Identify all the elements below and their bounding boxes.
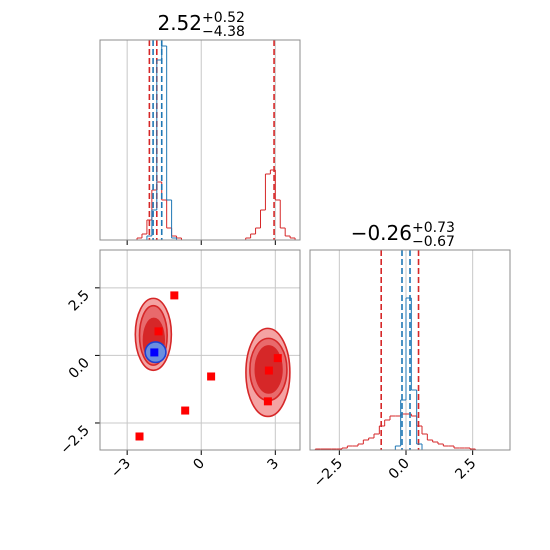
panel-title: −0.26 +0.73−0.67 bbox=[351, 220, 455, 250]
marker bbox=[181, 406, 190, 415]
y-tick-label: 2.5 bbox=[66, 287, 93, 314]
marker bbox=[150, 348, 159, 357]
marker bbox=[264, 366, 273, 375]
marker bbox=[207, 372, 216, 381]
title-lower-error: −0.67 bbox=[412, 234, 455, 250]
marker bbox=[263, 397, 272, 406]
y-tick-label: −2.5 bbox=[57, 422, 92, 457]
title-lower-error: −4.38 bbox=[202, 24, 245, 40]
x-tick-label: 2.5 bbox=[452, 456, 479, 483]
x-tick-label: 0 bbox=[190, 456, 208, 474]
title-value: 2.52 bbox=[157, 11, 202, 35]
title-value: −0.26 bbox=[351, 221, 412, 245]
plot-content bbox=[314, 250, 508, 450]
plot-content bbox=[102, 40, 300, 240]
panel: 2.52 +0.52−4.38 bbox=[99, 10, 301, 245]
axes-frame bbox=[99, 249, 301, 451]
marker bbox=[273, 354, 282, 363]
title-upper-error: +0.52 bbox=[202, 10, 245, 26]
axes-frame bbox=[309, 249, 511, 451]
axes-frame bbox=[99, 39, 301, 241]
panel: −2.5 0.0 2.5 −0.26 +0.73−0.67 bbox=[309, 220, 511, 491]
marker bbox=[135, 432, 144, 441]
x-tick-label: 0.0 bbox=[386, 456, 413, 483]
marker bbox=[154, 327, 163, 336]
panel-title: 2.52 +0.52−4.38 bbox=[157, 10, 244, 40]
x-tick-label: 3 bbox=[265, 456, 283, 474]
plot-area bbox=[100, 40, 300, 240]
title-upper-error: +0.73 bbox=[412, 220, 455, 236]
x-tick-label: −2.5 bbox=[311, 456, 346, 491]
plot-content bbox=[134, 291, 291, 441]
y-tick-label: 0.0 bbox=[66, 355, 93, 382]
marker bbox=[170, 291, 179, 300]
x-tick-label: −3 bbox=[108, 456, 134, 482]
panel: −3 0 3 2.5 0.0 −2.5 bbox=[57, 249, 301, 482]
